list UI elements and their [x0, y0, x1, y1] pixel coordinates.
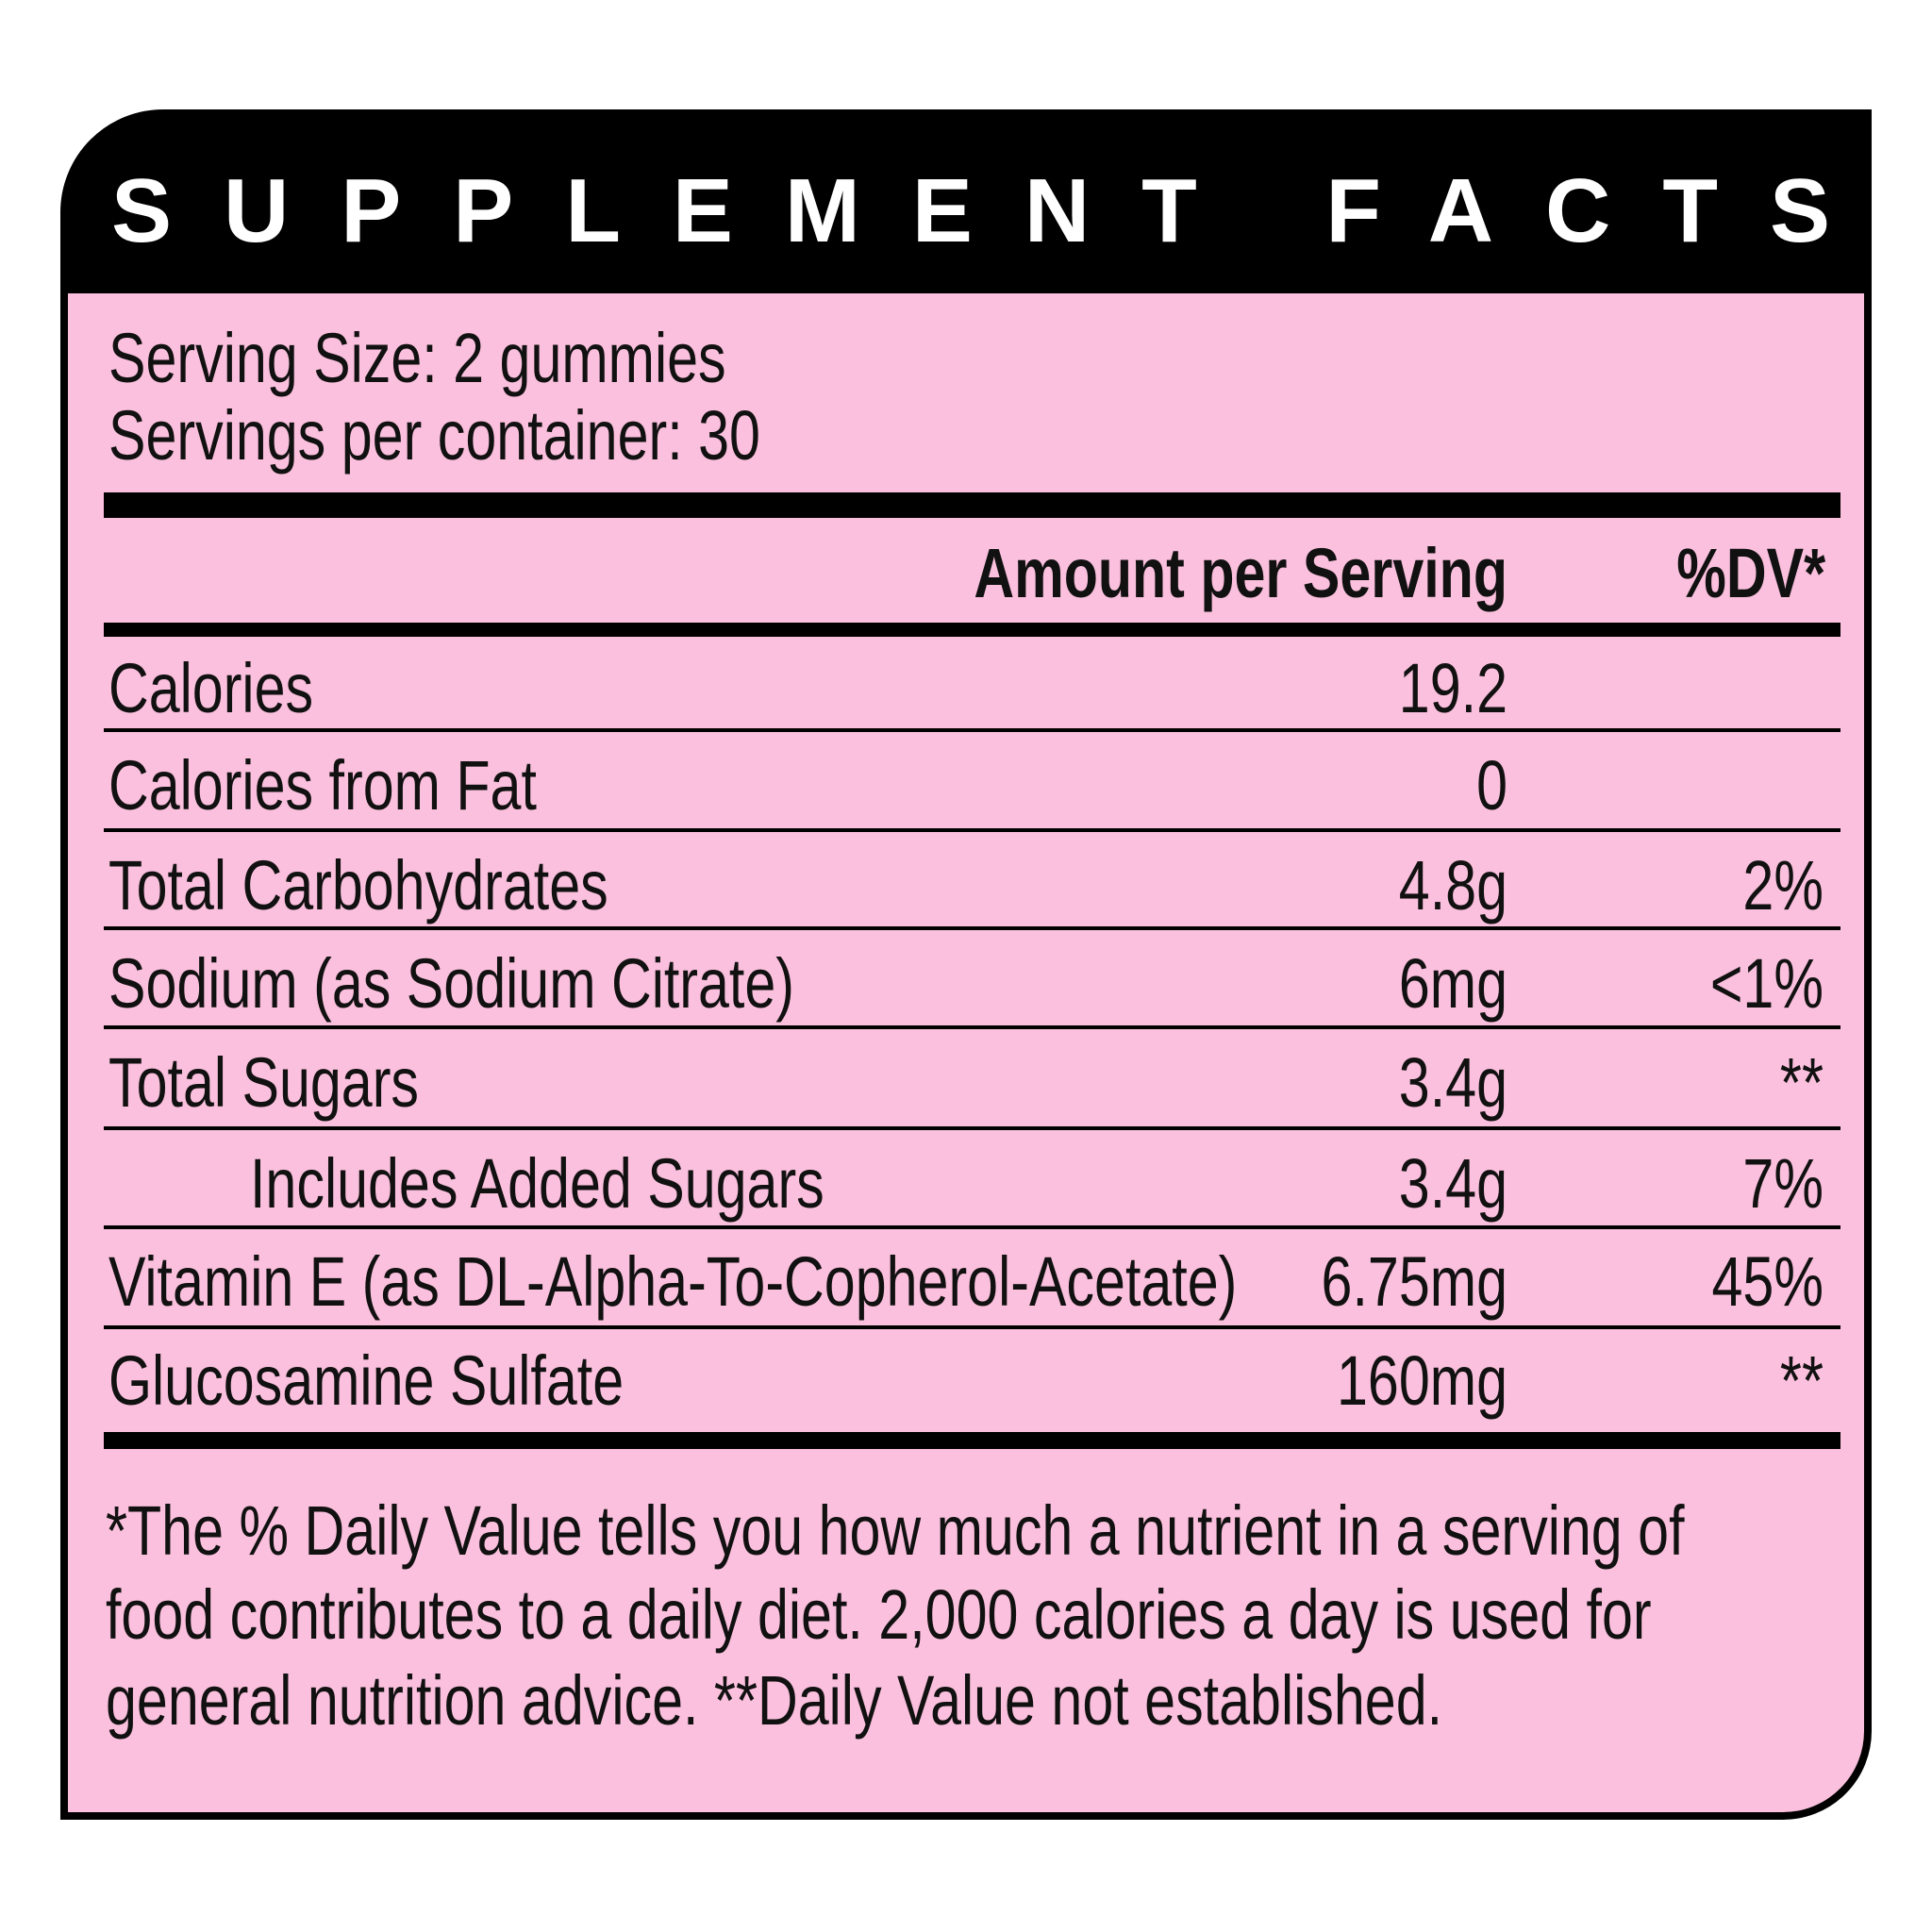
rule: [104, 1325, 1840, 1329]
row-label: Total Sugars: [108, 1044, 419, 1123]
row-amount: 160mg: [1337, 1342, 1507, 1421]
row-amount: 3.4g: [1399, 1044, 1507, 1123]
servings-per-container: Servings per container: 30: [108, 397, 760, 475]
title: SUPPLEMENT FACTS: [111, 160, 1830, 261]
column-amount: Amount per Serving: [974, 535, 1507, 613]
row-amount: 3.4g: [1399, 1145, 1507, 1224]
row-label: Total Carbohydrates: [108, 847, 608, 925]
row-dv: **: [1780, 1044, 1824, 1123]
row-label: Calories: [108, 650, 313, 728]
row-dv: <1%: [1710, 945, 1824, 1024]
row-label: Sodium (as Sodium Citrate): [108, 945, 794, 1024]
row-dv: **: [1780, 1342, 1824, 1421]
rule: [104, 1126, 1840, 1130]
row-dv: 2%: [1742, 847, 1824, 925]
rule: [104, 1025, 1840, 1029]
serving-size: Serving Size: 2 gummies: [108, 320, 726, 398]
footnote-line: *The % Daily Value tells you how much a …: [106, 1492, 1685, 1571]
row-dv: 7%: [1742, 1145, 1824, 1224]
row-amount: 6.75mg: [1322, 1243, 1507, 1322]
rule: [104, 828, 1840, 832]
footnote-line: food contributes to a daily diet. 2,000 …: [106, 1576, 1652, 1655]
rule: [104, 728, 1840, 732]
row-label: Calories from Fat: [108, 747, 537, 825]
rule: [104, 1225, 1840, 1229]
row-dv: 45%: [1712, 1243, 1824, 1322]
row-amount: 19.2: [1399, 650, 1507, 728]
row-label: Includes Added Sugars: [250, 1145, 824, 1224]
row-amount: 4.8g: [1399, 847, 1507, 925]
row-amount: 6mg: [1399, 945, 1507, 1024]
row-amount: 0: [1476, 747, 1507, 825]
rule: [104, 926, 1840, 930]
header-band: [64, 113, 1868, 293]
row-label: Glucosamine Sulfate: [108, 1342, 624, 1421]
column-dv: %DV*: [1676, 535, 1826, 613]
row-label: Vitamin E (as DL-Alpha-To-Copherol-Aceta…: [108, 1243, 1237, 1322]
footnote-line: general nutrition advice. **Daily Value …: [106, 1662, 1442, 1740]
rule: [104, 492, 1840, 518]
rule: [104, 1432, 1840, 1449]
rule: [104, 623, 1840, 637]
